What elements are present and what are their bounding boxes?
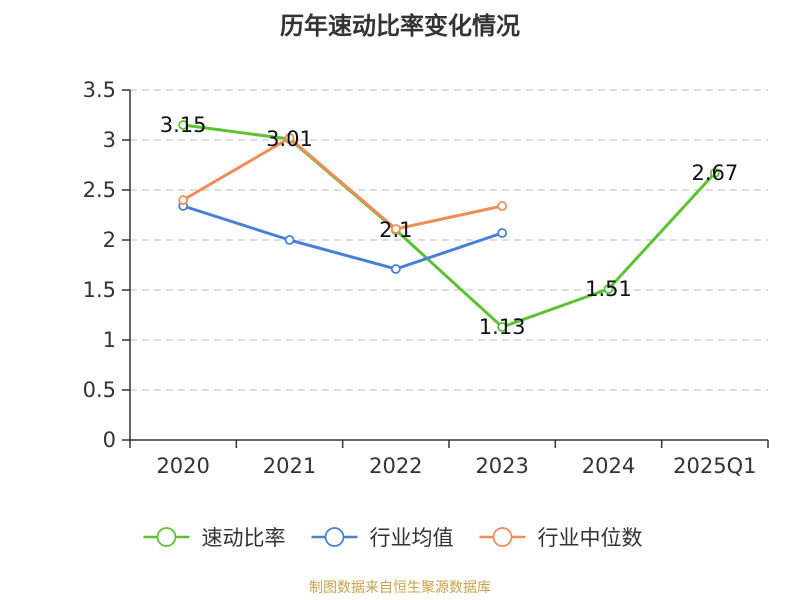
- data-point: [178, 195, 189, 205]
- legend-swatch-marker: [156, 527, 177, 547]
- x-tick-label: 2024: [582, 454, 635, 478]
- y-tick-label: 3: [103, 128, 116, 152]
- source-note: 制图数据来自恒生聚源数据库: [309, 580, 491, 596]
- data-point: [390, 264, 401, 274]
- y-tick-label: 2.5: [83, 178, 116, 202]
- x-tick-label: 2022: [369, 454, 422, 478]
- y-tick-label: 1: [103, 328, 116, 352]
- legend-swatch-marker: [324, 527, 345, 547]
- y-tick-label: 2: [103, 228, 116, 252]
- data-label: 1.51: [585, 277, 632, 301]
- series-line: [182, 136, 503, 231]
- data-point: [603, 284, 614, 294]
- y-tick-label: 0.5: [83, 378, 116, 402]
- x-tick-label: 2023: [475, 454, 528, 478]
- legend-item: 速动比率: [143, 526, 286, 550]
- y-tick-label: 3.5: [83, 78, 116, 102]
- data-point: [709, 168, 720, 178]
- data-label: 1.13: [479, 315, 526, 339]
- data-label: 3.01: [266, 127, 313, 151]
- data-point: [497, 322, 508, 332]
- legend-label: 行业均值: [370, 526, 454, 550]
- legend-label: 行业中位数: [538, 526, 643, 550]
- data-point: [497, 228, 508, 238]
- data-point: [178, 120, 189, 130]
- data-label: 2.67: [691, 161, 738, 185]
- legend: 速动比率 行业均值 行业中位数: [143, 526, 643, 550]
- data-point: [284, 235, 295, 245]
- x-tick-label: 2020: [156, 454, 209, 478]
- data-label: 3.15: [160, 113, 207, 137]
- data-point: [284, 133, 295, 143]
- y-tick-label: 1.5: [83, 278, 116, 302]
- axes: 0 0.5 1 1.5 2 2.5 3 3.5 2020 2021 2022 2023 2024 2025…: [83, 78, 769, 478]
- x-tick-label: 2025Q1: [673, 454, 756, 478]
- chart-title: 历年速动比率变化情况: [280, 12, 520, 40]
- y-tick-label: 0: [103, 428, 116, 452]
- data-labels: 3.15 3.01 2.1 1.13 1.51 2.67: [160, 113, 738, 339]
- legend-item: 行业中位数: [479, 526, 643, 550]
- x-tick-label: 2021: [263, 454, 316, 478]
- legend-label: 速动比率: [202, 526, 286, 550]
- data-point: [390, 224, 401, 234]
- grid-lines: [130, 89, 768, 391]
- legend-item: 行业均值: [311, 526, 454, 550]
- data-point: [497, 201, 508, 211]
- series-line: [182, 123, 716, 329]
- series: [178, 120, 720, 332]
- data-label: 2.1: [379, 218, 412, 242]
- series-line: [182, 204, 503, 271]
- legend-swatch-marker: [492, 527, 513, 547]
